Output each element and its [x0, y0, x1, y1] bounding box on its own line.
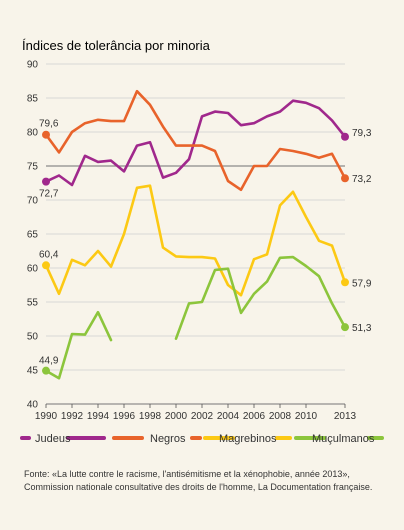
series-judeus: 72,7 79,3	[39, 99, 372, 200]
series-line	[44, 310, 113, 380]
series-line	[44, 89, 347, 192]
series-line	[44, 184, 347, 297]
legend-label: Magrebinos	[219, 433, 277, 445]
legend-label: Negros	[150, 433, 186, 445]
x-tick-label: 2000	[165, 411, 188, 422]
series-layer: 72,7 79,3 79,6 73,2 60,4 57,9 44,9 51,3	[39, 89, 372, 380]
end-point	[341, 174, 349, 183]
axes: 40 45 50 55 60 65 70 75 80 85 90 1990 1992 1994 1996 19…	[27, 60, 357, 423]
y-tick-label: 65	[27, 230, 39, 241]
series-negros: 79,6 73,2	[39, 89, 372, 192]
start-value-label: 44,9	[39, 356, 59, 367]
start-point	[42, 130, 50, 139]
y-tick-label: 45	[27, 366, 39, 377]
end-point	[341, 132, 349, 141]
start-value-label: 60,4	[39, 249, 59, 260]
end-value-label: 57,9	[352, 278, 372, 289]
y-tick-label: 50	[27, 332, 39, 343]
start-value-label: 72,7	[39, 189, 59, 200]
x-tick-label: 1994	[87, 411, 110, 422]
start-point	[42, 261, 50, 270]
x-tick-label: 2010	[295, 411, 318, 422]
x-tick-label: 1990	[35, 411, 58, 422]
start-point	[42, 366, 50, 375]
x-tick-label: 2008	[269, 411, 292, 422]
y-tick-label: 60	[27, 264, 39, 275]
series-line	[44, 99, 347, 187]
legend-label: Judeus	[35, 433, 71, 445]
end-point	[341, 323, 349, 332]
end-value-label: 79,3	[352, 128, 372, 139]
y-tick-label: 55	[27, 298, 39, 309]
x-tick-label: 1996	[113, 411, 136, 422]
y-tick-label: 85	[27, 94, 39, 105]
end-point	[341, 278, 349, 287]
y-tick-label: 40	[27, 400, 39, 411]
x-tick-label: 1992	[61, 411, 84, 422]
source-note: Fonte: «La lutte contre le racisme, l'an…	[24, 469, 373, 492]
legend-label: Muçulmanos	[312, 433, 375, 445]
series-line	[174, 255, 347, 340]
x-tick-label: 2013	[334, 411, 357, 422]
x-tick-label: 2004	[217, 411, 240, 422]
y-tick-label: 80	[27, 128, 39, 139]
y-tick-label: 90	[27, 60, 39, 71]
y-tick-label: 70	[27, 196, 39, 207]
legend: Judeus Negros Magrebinos Muçulmanos	[20, 433, 384, 445]
end-value-label: 51,3	[352, 323, 372, 334]
chart-title: Índices de tolerância por minoria	[22, 38, 211, 53]
start-value-label: 79,6	[39, 119, 59, 130]
end-value-label: 73,2	[352, 174, 372, 185]
start-point	[42, 177, 50, 186]
series-muçulmanos: 44,9 51,3	[39, 255, 372, 380]
y-tick-label: 75	[27, 162, 39, 173]
x-tick-label: 2002	[191, 411, 214, 422]
x-tick-label: 1998	[139, 411, 162, 422]
x-tick-label: 2006	[243, 411, 266, 422]
series-magrebinos: 60,4 57,9	[39, 184, 372, 297]
